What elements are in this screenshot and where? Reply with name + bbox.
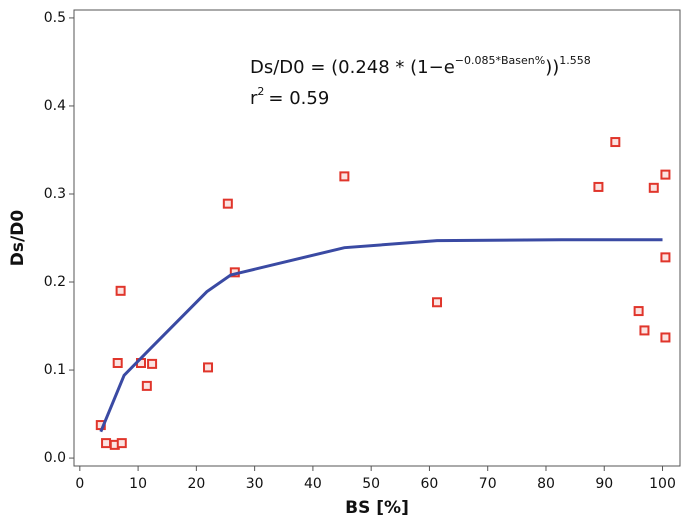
r2-base: r [250, 88, 258, 109]
equation-base: Ds/D0 = (0.248 * (1−e [250, 57, 455, 78]
data-point [147, 358, 158, 369]
x-tick-label: 70 [479, 476, 497, 492]
r-squared: r2 = 0.59 [250, 85, 329, 109]
equation-power: 1.558 [559, 54, 591, 67]
r2-value: = 0.59 [268, 88, 329, 109]
x-tick-label: 60 [421, 476, 439, 492]
data-point [639, 325, 650, 336]
x-tick-label: 30 [246, 476, 264, 492]
x-tick-label: 80 [537, 476, 555, 492]
data-point [660, 332, 671, 343]
data-point [222, 198, 233, 209]
equation-exponent: −0.085*Basen% [455, 54, 545, 67]
y-tick-label: 0.1 [44, 362, 66, 378]
data-point [633, 306, 644, 317]
x-tick-label: 50 [362, 476, 380, 492]
x-tick-label: 20 [187, 476, 205, 492]
y-axis-title: Ds/D0 [8, 210, 28, 267]
x-axis-title: BS [%] [345, 498, 409, 518]
data-point [141, 380, 152, 391]
data-point [116, 438, 127, 449]
y-tick-label: 0.4 [44, 98, 66, 114]
fit-line [99, 238, 663, 433]
data-point [432, 297, 443, 308]
r2-exponent: 2 [257, 85, 264, 98]
data-point [112, 358, 123, 369]
x-tick-label: 0 [75, 476, 84, 492]
data-point [660, 169, 671, 180]
equation-close: )) [545, 57, 559, 78]
data-point [610, 137, 621, 148]
y-tick-label: 0.3 [44, 186, 66, 202]
y-tick-label: 0.5 [44, 10, 66, 26]
x-tick-label: 40 [304, 476, 322, 492]
plot-frame [73, 9, 681, 467]
data-point [101, 438, 112, 449]
equation: Ds/D0 = (0.248 * (1−e−0.085*Basen%))1.55… [250, 54, 591, 78]
data-point [115, 285, 126, 296]
x-tick-label: 100 [649, 476, 676, 492]
data-point [648, 182, 659, 193]
data-point [660, 252, 671, 263]
x-tick-label: 90 [595, 476, 613, 492]
y-tick-label: 0.2 [44, 274, 66, 290]
y-tick-label: 0.0 [44, 450, 66, 466]
data-point [203, 362, 214, 373]
x-tick-label: 10 [129, 476, 147, 492]
data-point [593, 181, 604, 192]
data-point [339, 171, 350, 182]
